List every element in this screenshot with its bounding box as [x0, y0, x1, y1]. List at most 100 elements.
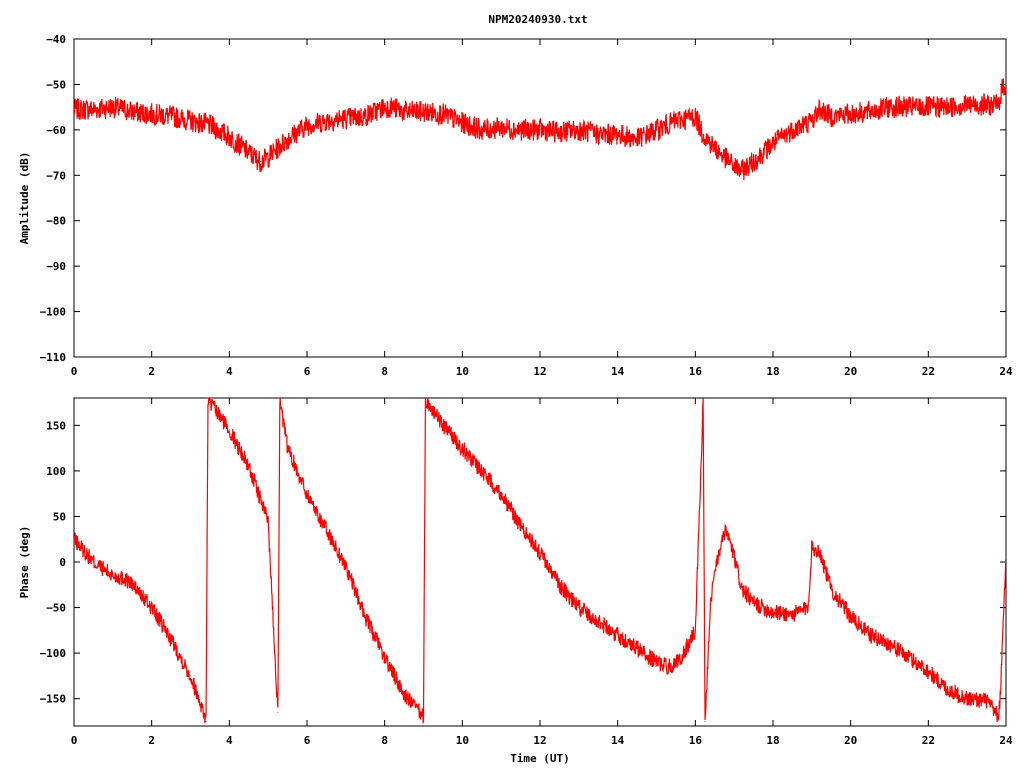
- data-point: [364, 115, 366, 117]
- data-point: [889, 643, 890, 645]
- data-point: [248, 465, 250, 467]
- y-tick-label: −100: [40, 647, 67, 660]
- x-tick-label: 18: [766, 734, 779, 747]
- data-point: [733, 556, 735, 558]
- data-point: [986, 699, 988, 701]
- data-point: [718, 552, 720, 554]
- x-tick-label: 2: [148, 734, 155, 747]
- x-tick-label: 8: [381, 365, 388, 378]
- data-point: [694, 629, 696, 631]
- data-point: [733, 165, 735, 167]
- data-point: [520, 525, 522, 527]
- x-tick-label: 14: [611, 734, 625, 747]
- data-point: [558, 131, 560, 133]
- data-point: [617, 133, 619, 135]
- data-point: [558, 584, 560, 586]
- data-point: [791, 614, 793, 616]
- data-point: [277, 711, 279, 713]
- data-point: [578, 129, 580, 131]
- x-tick-label: 6: [304, 365, 311, 378]
- data-point: [772, 142, 774, 144]
- data-point: [423, 111, 424, 113]
- x-tick-label: 22: [922, 365, 935, 378]
- data-point: [190, 120, 191, 122]
- data-point: [636, 648, 638, 650]
- data-point: [679, 659, 681, 661]
- data-point: [772, 611, 774, 613]
- data-point: [364, 616, 366, 618]
- data-point: [442, 113, 444, 115]
- x-tick-label: 12: [533, 734, 546, 747]
- data-point: [947, 689, 949, 691]
- data-point: [999, 698, 1001, 700]
- data-point: [207, 397, 209, 399]
- data-point: [228, 136, 230, 138]
- x-tick-label: 4: [226, 365, 233, 378]
- x-tick-label: 0: [71, 734, 78, 747]
- data-point: [287, 138, 289, 140]
- data-point: [151, 607, 153, 609]
- data-point: [819, 108, 821, 110]
- data-point: [889, 106, 890, 108]
- x-tick-label: 10: [456, 365, 469, 378]
- data-point: [1001, 88, 1003, 90]
- data-point: [714, 147, 716, 149]
- data-point: [791, 129, 793, 131]
- data-point: [819, 550, 821, 552]
- data-point: [702, 402, 704, 404]
- data-point: [1005, 83, 1007, 85]
- data-point: [287, 447, 289, 449]
- data-point: [170, 638, 172, 640]
- y-tick-label: 50: [53, 510, 66, 523]
- data-point: [423, 716, 424, 718]
- x-tick-label: 16: [689, 365, 703, 378]
- data-point: [702, 133, 704, 135]
- data-point: [741, 588, 743, 590]
- data-point: [151, 113, 153, 115]
- data-point: [426, 402, 428, 404]
- data-point: [811, 120, 813, 122]
- data-point: [500, 493, 502, 495]
- data-point: [461, 447, 463, 449]
- data-point: [442, 424, 444, 426]
- data-point: [578, 607, 580, 609]
- y-tick-label: −40: [46, 33, 66, 46]
- data-point: [228, 429, 230, 431]
- data-point: [636, 138, 638, 140]
- data-point: [807, 607, 809, 609]
- amplitude-axis-title: Amplitude (dB): [18, 152, 31, 245]
- data-point: [461, 122, 463, 124]
- data-point: [694, 115, 696, 117]
- y-tick-label: −70: [46, 169, 66, 182]
- data-point: [539, 129, 541, 131]
- data-point: [753, 602, 755, 604]
- data-point: [927, 670, 929, 672]
- data-point: [830, 115, 832, 117]
- data-point: [345, 566, 347, 568]
- data-point: [850, 616, 852, 618]
- data-point: [597, 133, 599, 135]
- data-point: [170, 115, 172, 117]
- data-point: [345, 118, 347, 119]
- series-line: [74, 78, 1006, 181]
- data-point: [209, 402, 211, 404]
- y-tick-label: −100: [40, 306, 67, 319]
- data-point: [112, 575, 114, 577]
- data-point: [131, 111, 133, 113]
- data-point: [947, 106, 949, 108]
- x-tick-label: 0: [71, 365, 78, 378]
- data-point: [986, 104, 988, 106]
- data-point: [1005, 556, 1007, 558]
- data-point: [741, 170, 743, 172]
- x-tick-label: 14: [611, 365, 625, 378]
- x-tick-label: 24: [999, 734, 1013, 747]
- data-point: [997, 716, 999, 718]
- y-tick-label: −80: [46, 215, 66, 228]
- data-point: [325, 529, 327, 531]
- data-point: [656, 129, 657, 131]
- x-tick-label: 12: [533, 365, 546, 378]
- data-point: [500, 127, 502, 129]
- data-point: [267, 156, 269, 158]
- data-point: [753, 161, 755, 163]
- data-point: [539, 552, 541, 554]
